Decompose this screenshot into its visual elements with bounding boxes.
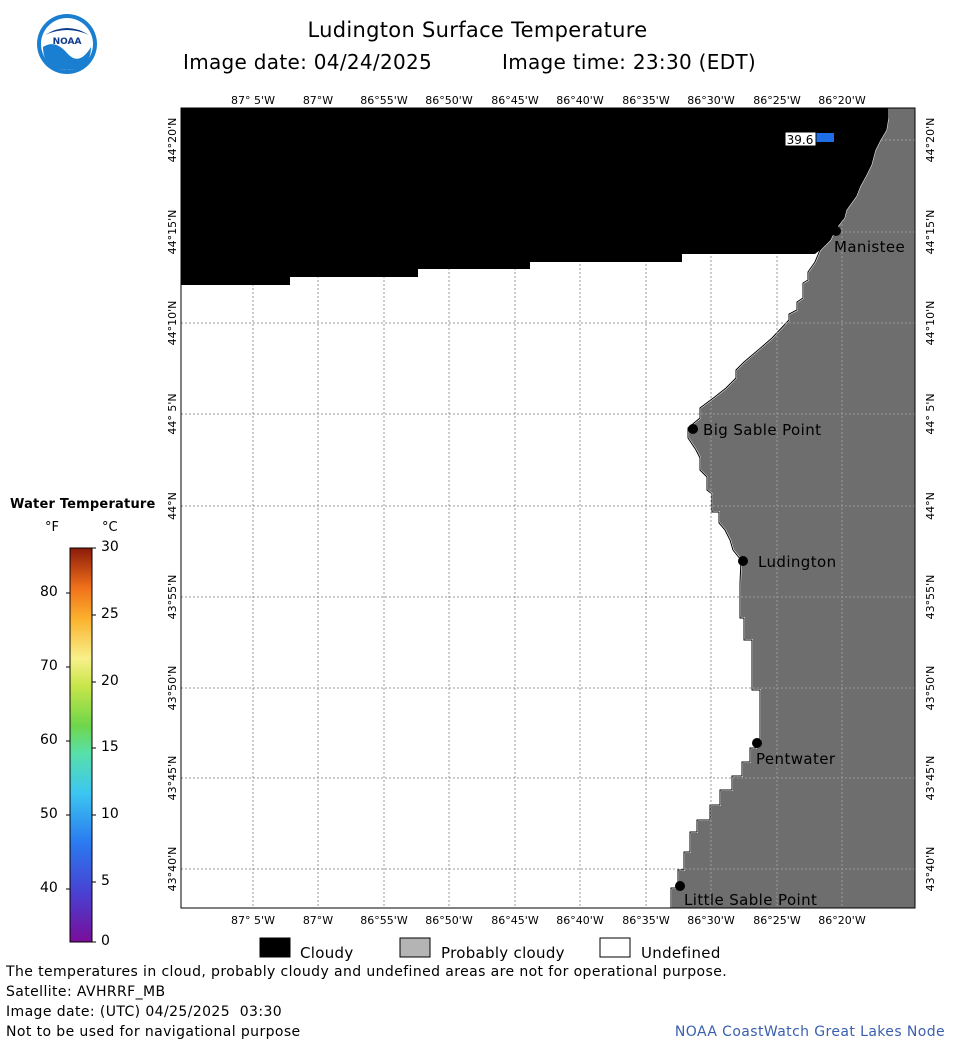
image-time: Image time: 23:30 (EDT) [502,50,757,74]
land-area [671,108,915,908]
city-label-manistee: Manistee [834,238,905,256]
lat-label: 44° 5'N [166,393,179,434]
lon-label: 86°20'W [818,94,866,107]
legend-label-cloudy: Cloudy [300,944,354,962]
lon-label: 87°W [303,94,333,107]
city-label-little-sable-point: Little Sable Point [684,891,817,909]
noaa-logo: NOAA [37,14,97,74]
lat-label: 44°15'N [166,210,179,255]
svg-text:NOAA: NOAA [53,37,82,47]
legend-swatch-cloudy [259,937,291,958]
colorbar-c-tick: 0 [101,933,110,949]
lon-label: 86°40'W [556,914,604,927]
colorbar-c-tick: 25 [101,606,119,622]
colorbar-c-tick: 30 [101,539,119,555]
city-label-big-sable-point: Big Sable Point [703,421,821,439]
temperature-pixel [814,133,834,142]
colorbar-f-tick: 80 [40,584,58,600]
colorbar-title: Water Temperature [10,497,156,512]
map-frame [180,107,916,909]
legend-swatch-undefined [599,937,631,958]
lat-label: 43°50'N [924,666,937,711]
lon-label: 87°W [303,914,333,927]
colorbar-unit-c: °C [102,520,118,535]
ludington-marker [738,556,748,566]
colorbar-f-tick: 70 [40,658,58,674]
lon-label: 86°30'W [687,914,735,927]
colorbar-c-tick: 10 [101,806,119,822]
big-sable-point-marker [688,424,698,434]
lon-label: 86°55'W [360,94,408,107]
temperature-callout-box [784,131,817,147]
lat-label: 44°10'N [166,301,179,346]
lat-label: 43°45'N [166,756,179,801]
manistee-marker [831,226,841,236]
lon-label: 86°35'W [622,914,670,927]
lat-label: 44°N [166,492,179,520]
colorbar-c-tick: 15 [101,739,119,755]
lat-label: 44°20'N [166,118,179,163]
lon-label: 86°35'W [622,94,670,107]
lat-labels-left: 44°20'N 44°15'N 44°10'N 44° 5'N 44°N 43°… [166,118,179,892]
footer-note: The temperatures in cloud, probably clou… [6,964,728,980]
lon-label: 86°55'W [360,914,408,927]
lat-label: 43°50'N [166,666,179,711]
lon-label: 87° 5'W [231,94,275,107]
footer-nav-warning: Not to be used for navigational purpose [6,1024,301,1040]
lon-label: 86°25'W [753,914,801,927]
colorbar [69,547,93,943]
pentwater-marker [752,738,762,748]
lat-label: 44°10'N [924,301,937,346]
lon-label: 86°30'W [687,94,735,107]
temperature-callout-value: 39.6 [787,133,814,147]
city-label-pentwater: Pentwater [756,750,836,768]
footer-credit: NOAA CoastWatch Great Lakes Node [674,1024,945,1040]
colorbar-unit-f: °F [45,520,59,535]
lon-label: 87° 5'W [231,914,275,927]
map-title: Ludington Surface Temperature [307,18,648,42]
lat-label: 44°20'N [924,118,937,163]
lon-label: 86°20'W [818,914,866,927]
lat-label: 44°15'N [924,210,937,255]
lat-label: 43°55'N [166,575,179,620]
lat-label: 44° 5'N [924,393,937,434]
lat-labels-right: 44°20'N 44°15'N 44°10'N 44° 5'N 44°N 43°… [924,118,937,892]
city-markers: Manistee Big Sable Point Ludington Pentw… [675,226,905,909]
colorbar-ticks [66,547,96,943]
lon-label: 86°45'W [491,94,539,107]
lat-label: 44°N [924,492,937,520]
little-sable-point-marker [675,881,685,891]
footer-satellite: Satellite: AVHRRF_MB [6,984,166,1000]
colorbar-f-tick: 50 [40,806,58,822]
colorbar-c-tick: 20 [101,673,119,689]
lon-label: 86°50'W [425,914,473,927]
lon-labels-bottom: 87° 5'W 87°W 86°55'W 86°50'W 86°45'W 86°… [231,914,866,927]
lat-label: 43°40'N [166,847,179,892]
cloud-area [181,108,888,285]
lon-label: 86°40'W [556,94,604,107]
lat-label: 43°40'N [924,847,937,892]
legend-swatch-probably-cloudy [399,937,431,958]
lon-label: 86°50'W [425,94,473,107]
colorbar-f-tick: 40 [40,880,58,896]
city-label-ludington: Ludington [758,553,836,571]
lat-label: 43°55'N [924,575,937,620]
lat-label: 43°45'N [924,756,937,801]
legend-label-undefined: Undefined [641,944,721,962]
colorbar-f-tick: 60 [40,732,58,748]
footer-utc-date: Image date: (UTC) 04/25/2025 03:30 [6,1004,283,1020]
image-date: Image date: 04/24/2025 [183,50,433,74]
colorbar-c-tick: 5 [101,873,110,889]
lon-label: 86°45'W [491,914,539,927]
lon-label: 86°25'W [753,94,801,107]
legend-label-probably-cloudy: Probably cloudy [441,944,565,962]
lon-labels-top: 87° 5'W 87°W 86°55'W 86°50'W 86°45'W 86°… [231,94,866,107]
